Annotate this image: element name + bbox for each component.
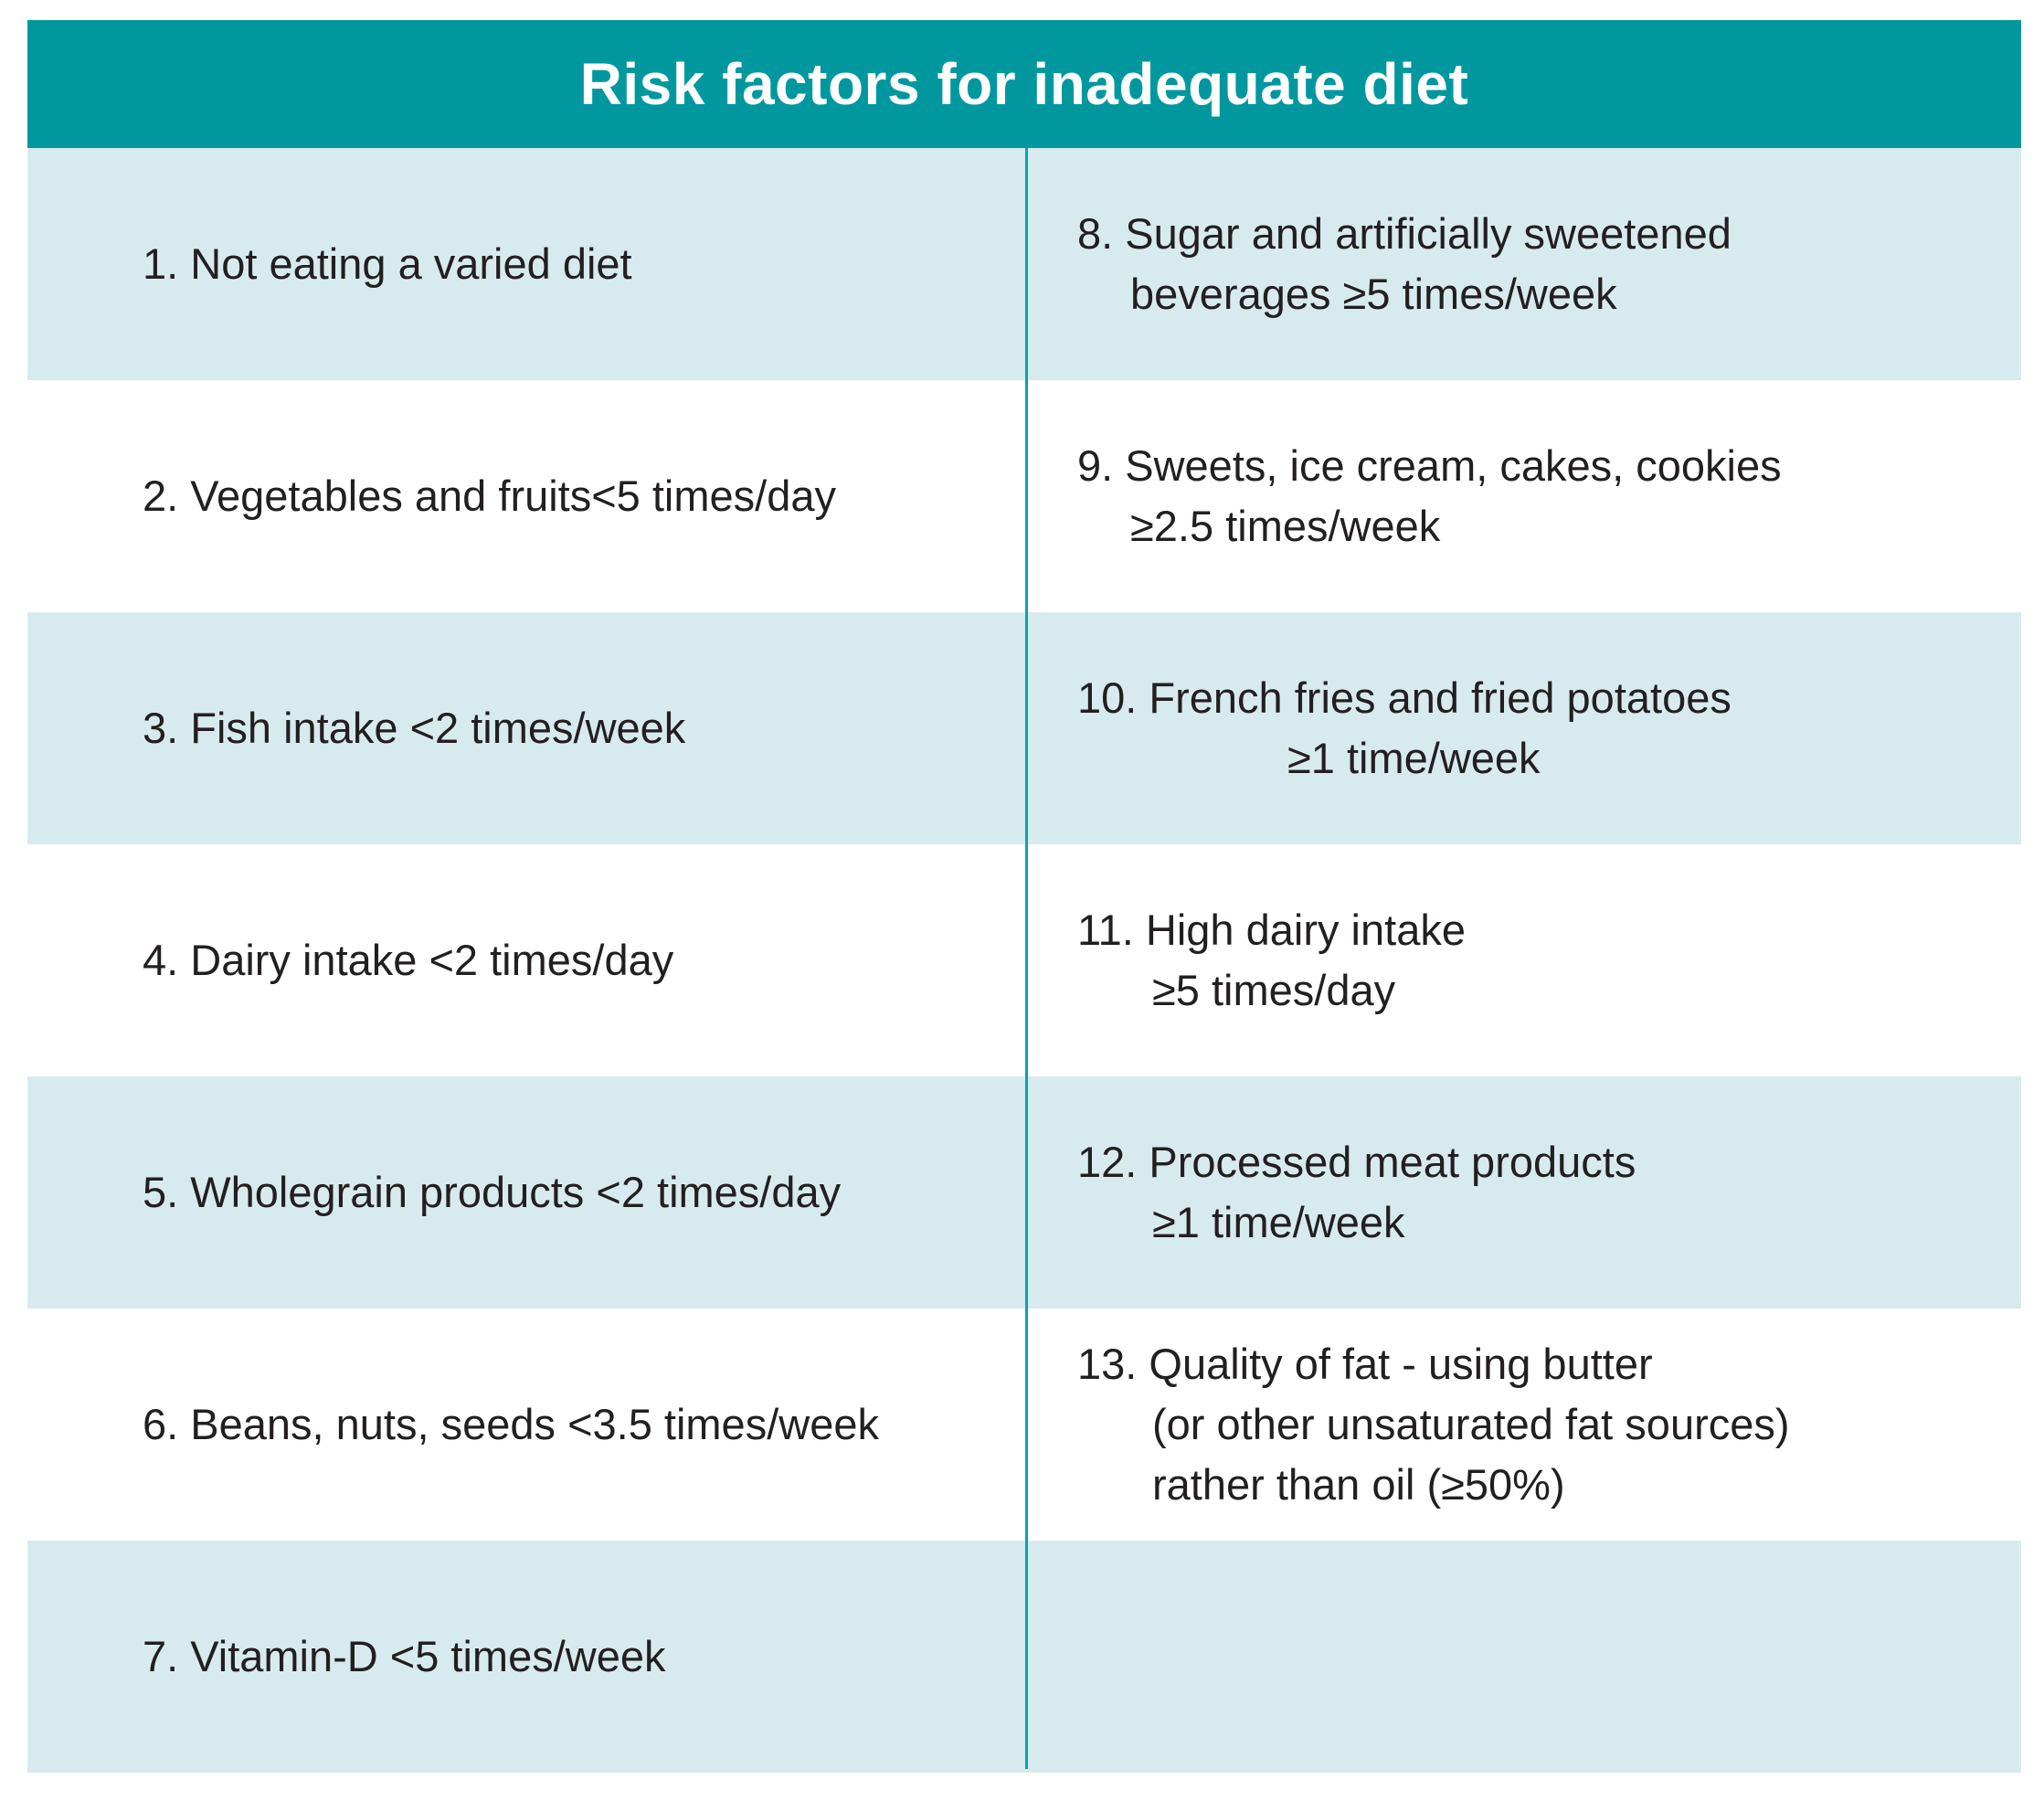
table-row: 3. Fish intake <2 times/week 10. French … <box>27 612 2021 844</box>
left-cell: 5. Wholegrain products <2 times/day <box>27 1076 1026 1308</box>
risk-factor-11-line2: ≥5 times/day <box>1152 966 1396 1014</box>
risk-factor-12-line2: ≥1 time/week <box>1152 1198 1405 1246</box>
left-cell: 4. Dairy intake <2 times/day <box>27 844 1026 1076</box>
risk-factor-13: 13. Quality of fat - using butter (or ot… <box>1077 1334 1790 1515</box>
risk-factor-3: 3. Fish intake <2 times/week <box>143 704 686 752</box>
column-divider <box>1025 148 1028 1769</box>
table-row: 1. Not eating a varied diet 8. Sugar and… <box>27 148 2021 380</box>
table-row: 5. Wholegrain products <2 times/day 12. … <box>27 1076 2021 1308</box>
risk-factor-1: 1. Not eating a varied diet <box>143 239 632 288</box>
left-cell: 6. Beans, nuts, seeds <3.5 times/week <box>27 1308 1026 1541</box>
table-header: Risk factors for inadequate diet <box>27 20 2021 148</box>
table-body: 1. Not eating a varied diet 8. Sugar and… <box>27 148 2021 1773</box>
risk-factor-13-line1: 13. Quality of fat - using butter <box>1077 1340 1653 1388</box>
risk-factor-10: 10. French fries and fried potatoes ≥1 t… <box>1077 668 1732 789</box>
right-cell: 8. Sugar and artificially sweetened beve… <box>1026 148 2021 380</box>
risk-factor-7: 7. Vitamin-D <5 times/week <box>143 1632 666 1680</box>
risk-factors-table: Risk factors for inadequate diet 1. Not … <box>27 20 2021 1773</box>
table-row: 4. Dairy intake <2 times/day 11. High da… <box>27 844 2021 1076</box>
left-cell: 7. Vitamin-D <5 times/week <box>27 1541 1026 1773</box>
risk-factor-13-line3: rather than oil (≥50%) <box>1152 1460 1565 1509</box>
right-cell: 12. Processed meat products ≥1 time/week <box>1026 1076 2021 1308</box>
risk-factor-13-line2: (or other unsaturated fat sources) <box>1152 1400 1790 1448</box>
left-cell: 1. Not eating a varied diet <box>27 148 1026 380</box>
left-cell: 3. Fish intake <2 times/week <box>27 612 1026 844</box>
risk-factor-8-line1: 8. Sugar and artificially sweetened <box>1077 209 1732 258</box>
risk-factor-2: 2. Vegetables and fruits<5 times/day <box>143 471 836 520</box>
risk-factor-10-line2: ≥1 time/week <box>1287 734 1541 782</box>
risk-factor-12-line1: 12. Processed meat products <box>1077 1138 1636 1186</box>
table-row: 2. Vegetables and fruits<5 times/day 9. … <box>27 380 2021 612</box>
right-cell: 10. French fries and fried potatoes ≥1 t… <box>1026 612 2021 844</box>
risk-factor-9-line1: 9. Sweets, ice cream, cakes, cookies <box>1077 441 1782 490</box>
table-row: 6. Beans, nuts, seeds <3.5 times/week 13… <box>27 1308 2021 1541</box>
risk-factor-4: 4. Dairy intake <2 times/day <box>143 936 674 984</box>
risk-factor-8-line2: beverages ≥5 times/week <box>1130 270 1617 318</box>
risk-factor-9: 9. Sweets, ice cream, cakes, cookies ≥2.… <box>1077 436 1782 556</box>
right-cell: 9. Sweets, ice cream, cakes, cookies ≥2.… <box>1026 380 2021 612</box>
risk-factor-11-line1: 11. High dairy intake <box>1077 906 1466 954</box>
right-cell: 13. Quality of fat - using butter (or ot… <box>1026 1308 2021 1541</box>
risk-factor-5: 5. Wholegrain products <2 times/day <box>143 1168 842 1216</box>
left-cell: 2. Vegetables and fruits<5 times/day <box>27 380 1026 612</box>
risk-factor-9-line2: ≥2.5 times/week <box>1130 502 1441 550</box>
risk-factor-6: 6. Beans, nuts, seeds <3.5 times/week <box>143 1400 879 1448</box>
empty-right-cell <box>1026 1541 2021 1773</box>
risk-factor-12: 12. Processed meat products ≥1 time/week <box>1077 1132 1636 1253</box>
right-cell: 11. High dairy intake ≥5 times/day <box>1026 844 2021 1076</box>
table-row: 7. Vitamin-D <5 times/week <box>27 1541 2021 1773</box>
risk-factor-11: 11. High dairy intake ≥5 times/day <box>1077 900 1466 1021</box>
table-title: Risk factors for inadequate diet <box>579 51 1469 117</box>
risk-factor-8: 8. Sugar and artificially sweetened beve… <box>1077 204 1732 324</box>
risk-factor-10-line1: 10. French fries and fried potatoes <box>1077 673 1732 722</box>
